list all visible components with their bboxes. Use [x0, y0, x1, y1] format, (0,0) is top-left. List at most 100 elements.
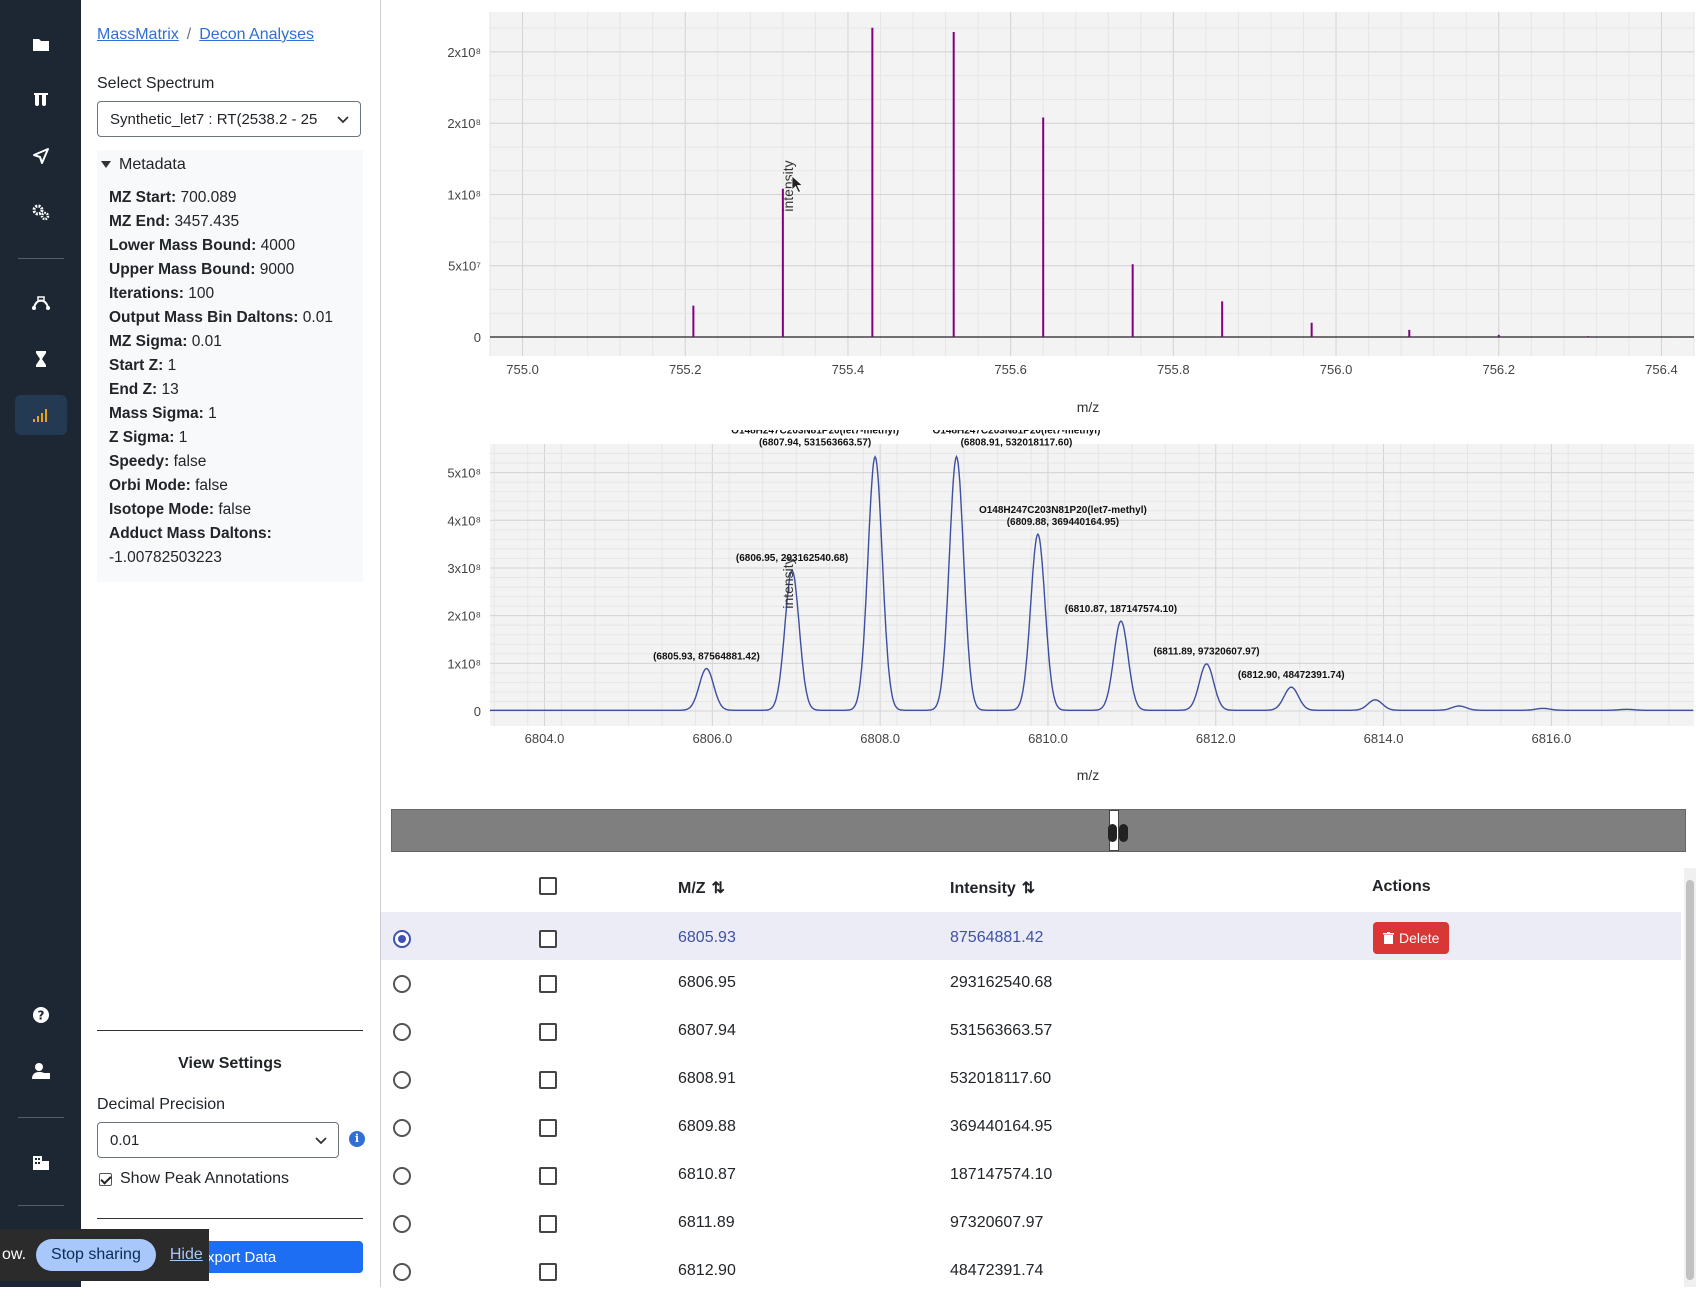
- row-select-radio[interactable]: [393, 975, 411, 993]
- intensity-cell: 87564881.42: [950, 929, 1044, 946]
- sort-icon[interactable]: ⇅: [1021, 880, 1036, 897]
- building-icon[interactable]: [15, 1143, 67, 1183]
- metadata-field: Upper Mass Bound: 9000: [109, 258, 333, 282]
- metadata-field: MZ Start: 700.089: [109, 186, 333, 210]
- metadata-field: MZ Sigma: 0.01: [109, 330, 333, 354]
- bezier-icon[interactable]: [15, 283, 67, 323]
- metadata-field: Isotope Mode: false: [109, 498, 333, 522]
- select-spectrum-label: Select Spectrum: [97, 75, 215, 92]
- row-select-radio[interactable]: [393, 1215, 411, 1233]
- metadata-value: 13: [161, 381, 179, 398]
- metadata-key: Orbi Mode:: [109, 477, 191, 494]
- row-select-radio[interactable]: [393, 1119, 411, 1137]
- table-row[interactable]: 6806.95 293162540.68: [381, 960, 1681, 1008]
- x-tick-label: 6812.0: [1196, 731, 1236, 746]
- peak-annotation: (6811.89, 97320607.97): [1153, 647, 1259, 658]
- range-left-handle[interactable]: [1108, 824, 1117, 842]
- gears-icon[interactable]: [15, 192, 67, 232]
- actions-column-header: Actions: [1372, 878, 1431, 895]
- intensity-column-header[interactable]: Intensity ⇅: [950, 878, 1035, 898]
- peak-annotation-label: (6810.87, 187147574.10): [1065, 604, 1177, 615]
- hide-share-bar-link[interactable]: Hide: [169, 1246, 203, 1263]
- x-axis-label: m/z: [1077, 767, 1100, 783]
- row-checkbox[interactable]: [539, 930, 557, 948]
- delete-button[interactable]: Delete: [1373, 922, 1450, 954]
- mz-column-header[interactable]: M/Z ⇅: [678, 878, 725, 898]
- metadata-key: End Z:: [109, 381, 158, 398]
- table-row[interactable]: 6809.88 369440164.95: [381, 1104, 1681, 1152]
- test-tubes-icon[interactable]: [15, 80, 67, 120]
- show-peak-annotations-checkbox[interactable]: [99, 1172, 112, 1186]
- table-row[interactable]: 6810.87 187147574.10: [381, 1152, 1681, 1200]
- rail-divider: [18, 1117, 64, 1118]
- row-select-radio[interactable]: [393, 1023, 411, 1041]
- metadata-value: false: [218, 501, 252, 518]
- send-icon[interactable]: [15, 136, 67, 176]
- row-checkbox[interactable]: [539, 1167, 557, 1185]
- row-checkbox[interactable]: [539, 1119, 557, 1137]
- row-select-radio[interactable]: [393, 1167, 411, 1185]
- export-data-label: xport Data: [207, 1248, 277, 1266]
- folder-icon[interactable]: [15, 25, 67, 65]
- sort-icon[interactable]: ⇅: [711, 880, 725, 897]
- mz-cell: 6805.93: [678, 929, 736, 946]
- metadata-field: Lower Mass Bound: 4000: [109, 234, 333, 258]
- table-row[interactable]: 6807.94 531563663.57: [381, 1008, 1681, 1056]
- breadcrumb-decon-analyses-link[interactable]: Decon Analyses: [199, 26, 314, 43]
- metadata-key: Speedy:: [109, 453, 170, 470]
- hourglass-icon[interactable]: [15, 339, 67, 379]
- y-tick-label: 2x10⁸: [447, 45, 481, 60]
- metadata-field: Mass Sigma: 1: [109, 402, 333, 426]
- signal-bars-icon[interactable]: [15, 395, 67, 435]
- sidebar: MassMatrix / Decon Analyses Select Spectru…: [81, 0, 381, 1287]
- peak-annotations: (6805.93, 87564881.42) (6806.95, 29316254…: [653, 430, 1345, 681]
- row-select-radio[interactable]: [393, 1071, 411, 1089]
- show-peak-annotations-option[interactable]: Show Peak Annotations: [99, 1170, 289, 1188]
- spectrum-line: [490, 454, 1694, 711]
- metadata-key: MZ Start:: [109, 189, 177, 206]
- y-ticks: 0 5x10⁷ 1x10⁸ 2x10⁸ 2x10⁸: [447, 45, 481, 345]
- row-select-radio[interactable]: [393, 930, 411, 948]
- table-row[interactable]: 6811.89 97320607.97: [381, 1200, 1681, 1248]
- breadcrumb-massmatrix-link[interactable]: MassMatrix: [97, 26, 179, 43]
- intensity-cell: 48472391.74: [950, 1262, 1044, 1279]
- table-row[interactable]: 6812.90 48472391.74: [381, 1248, 1681, 1296]
- row-checkbox[interactable]: [539, 1263, 557, 1281]
- metadata-value: 700.089: [180, 189, 237, 206]
- spectrum-select[interactable]: Synthetic_let7 : RT(2538.2 - 25: [97, 101, 361, 137]
- user-lock-icon[interactable]: [15, 1051, 67, 1091]
- scrollbar-thumb[interactable]: [1686, 880, 1694, 1280]
- table-row[interactable]: 6805.93 87564881.42 Delete: [381, 912, 1681, 960]
- row-checkbox[interactable]: [539, 1023, 557, 1041]
- chevron-down-icon: [315, 1137, 327, 1145]
- metadata-key: Z Sigma:: [109, 429, 175, 446]
- table-row[interactable]: 6808.91 532018117.60: [381, 1056, 1681, 1104]
- intensity-cell: 293162540.68: [950, 974, 1053, 991]
- info-icon[interactable]: i: [349, 1131, 365, 1147]
- breadcrumb: MassMatrix / Decon Analyses: [97, 26, 314, 43]
- select-all-checkbox[interactable]: [539, 877, 557, 895]
- range-right-handle[interactable]: [1119, 824, 1128, 842]
- divider: [97, 1218, 363, 1219]
- metadata-field: Speedy: false: [109, 450, 333, 474]
- screen-share-bar: ow. Stop sharing Hide: [0, 1229, 209, 1281]
- decimal-precision-select[interactable]: 0.01: [97, 1122, 339, 1158]
- stop-sharing-button[interactable]: Stop sharing: [36, 1239, 156, 1271]
- row-checkbox[interactable]: [539, 1215, 557, 1233]
- metadata-key: Mass Sigma:: [109, 405, 204, 422]
- help-icon[interactable]: ?: [15, 995, 67, 1035]
- x-axis-label: m/z: [1077, 399, 1100, 415]
- peak-annotation: O148H247C203N81P20(let7-methyl)(6808.91,…: [933, 430, 1101, 448]
- table-scrollbar[interactable]: [1684, 868, 1696, 1287]
- x-tick-label: 6814.0: [1364, 731, 1404, 746]
- row-checkbox[interactable]: [539, 1071, 557, 1089]
- trash-icon: [1383, 932, 1394, 944]
- row-select-radio[interactable]: [393, 1263, 411, 1281]
- y-tick-label: 1x10⁸: [447, 656, 481, 671]
- range-slider[interactable]: [391, 809, 1686, 852]
- row-checkbox[interactable]: [539, 975, 557, 993]
- intensity-cell: 369440164.95: [950, 1118, 1053, 1135]
- metadata-toggle[interactable]: Metadata: [101, 156, 186, 174]
- y-tick-label: 0: [474, 704, 481, 719]
- metadata-value: -1.00782503223: [109, 549, 222, 566]
